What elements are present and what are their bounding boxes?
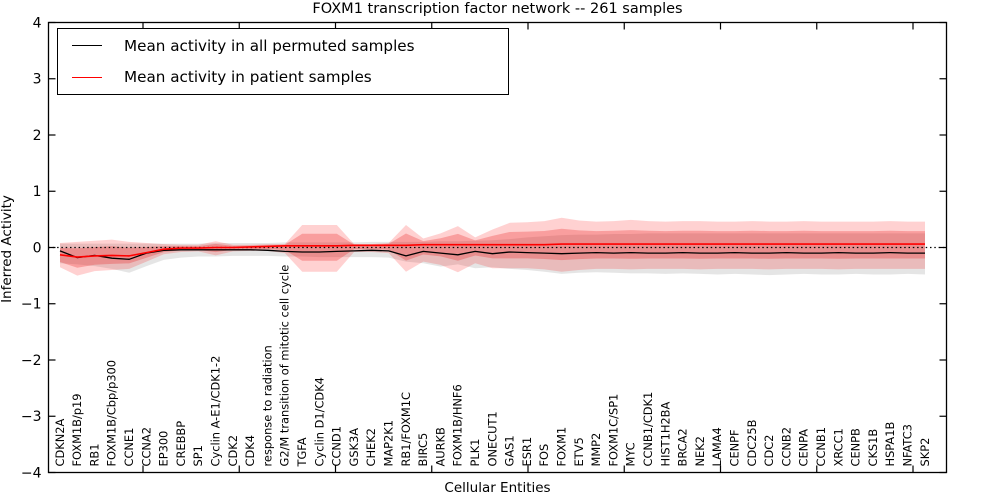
legend-line-sample-red	[72, 76, 102, 78]
legend-label-patient: Mean activity in patient samples	[124, 68, 372, 87]
x-tick-label: HSPA1B	[883, 422, 897, 467]
permuted-mean-line	[59, 249, 925, 260]
x-tick-label: PLK1	[468, 439, 482, 467]
x-tick-label: ONECUT1	[485, 411, 499, 466]
patient-range-band	[60, 217, 925, 276]
x-tick-label: CKS1B	[866, 429, 880, 467]
x-tick-label: CREBBP	[174, 421, 188, 467]
x-tick-label: SP1	[191, 445, 205, 466]
x-tick-label: CCNB1/CDK1	[641, 392, 655, 467]
x-tick-label: BRCA2	[676, 428, 690, 466]
y-tick-label: −2	[21, 353, 42, 369]
x-tick-label: FOXM1	[555, 427, 569, 467]
y-tick-label: −1	[21, 297, 42, 313]
x-tick-label: FOXM1C/SP1	[606, 394, 620, 467]
x-tick-label: FOS	[537, 444, 551, 467]
x-tick-label: CENPF	[728, 429, 742, 466]
x-tick-label: Cyclin A-E1/CDK1-2	[209, 356, 223, 467]
x-tick-label: CDK2	[226, 435, 240, 466]
x-tick-label: CCNA2	[139, 427, 153, 466]
x-tick-label: AURKB	[433, 427, 447, 467]
x-tick-label: CDC2	[762, 435, 776, 467]
x-tick-label: NFATC3	[901, 424, 915, 466]
x-tick-label: CCNB2	[779, 427, 793, 467]
x-tick-label: CCNB1	[814, 427, 828, 467]
x-tick-label: XRCC1	[831, 428, 845, 466]
x-tick-label: Cyclin D1/CDK4	[312, 377, 326, 466]
x-tick-label: FOXM1B/Cbp/p300	[105, 360, 119, 467]
x-tick-label: SKP2	[918, 438, 932, 467]
y-tick-label: −4	[21, 465, 42, 481]
legend-item-permuted: Mean activity in all permuted samples	[58, 31, 508, 61]
x-tick-label: CDK4	[243, 435, 257, 466]
x-axis-label: Cellular Entities	[444, 480, 551, 496]
legend: Mean activity in all permuted samples Me…	[57, 28, 509, 95]
x-tick-label: NEK2	[693, 436, 707, 466]
x-tick-label: CDC25B	[745, 419, 759, 466]
x-tick-label: G2/M transition of mitotic cell cycle	[278, 265, 292, 467]
y-tick-label: 0	[33, 240, 42, 256]
y-tick-label: 1	[33, 184, 42, 200]
x-tick-label: response to radiation	[260, 345, 274, 466]
x-tick-label: MAP2K1	[382, 420, 396, 466]
x-tick-label: FOXM1B/p19	[70, 393, 84, 466]
legend-line-sample-black	[72, 45, 102, 47]
x-tick-label: MMP2	[589, 433, 603, 467]
x-tick-label: CCND1	[330, 426, 344, 466]
x-tick-label: GSK3A	[347, 428, 361, 467]
x-tick-label: TGFA	[295, 437, 309, 467]
legend-label-permuted: Mean activity in all permuted samples	[124, 36, 415, 55]
x-tick-label: RB1/FOXM1C	[399, 392, 413, 466]
patient-mean-line	[59, 243, 925, 258]
x-tick-label: CHEK2	[364, 428, 378, 466]
x-tick-label: HIST1H2BA	[658, 402, 672, 467]
x-tick-label: FOXM1B/HNF6	[451, 384, 465, 466]
x-tick-label: BIRC5	[416, 433, 430, 467]
y-tick-label: 2	[33, 128, 42, 144]
legend-item-patient: Mean activity in patient samples	[58, 62, 508, 92]
chart-title: FOXM1 transcription factor network -- 26…	[312, 1, 683, 17]
x-tick-label: GAS1	[503, 435, 517, 466]
patient-range-band-inner	[60, 228, 925, 268]
x-tick-label: CDKN2A	[53, 419, 67, 467]
x-tick-label: RB1	[87, 444, 101, 467]
x-tick-label: CENPB	[849, 428, 863, 467]
x-tick-label: CENPA	[797, 429, 811, 467]
y-tick-label: 3	[33, 72, 42, 88]
x-tick-label: ESR1	[520, 437, 534, 467]
y-tick-label: −3	[21, 409, 42, 425]
x-tick-label: EP300	[157, 431, 171, 467]
x-tick-label: ETV5	[572, 437, 586, 466]
x-tick-label: LAMA4	[710, 427, 724, 466]
y-tick-label: 4	[33, 15, 42, 31]
y-axis-label: Inferred Activity	[0, 195, 15, 303]
x-tick-label: MYC	[624, 442, 638, 466]
x-tick-label: CCNE1	[122, 428, 136, 467]
